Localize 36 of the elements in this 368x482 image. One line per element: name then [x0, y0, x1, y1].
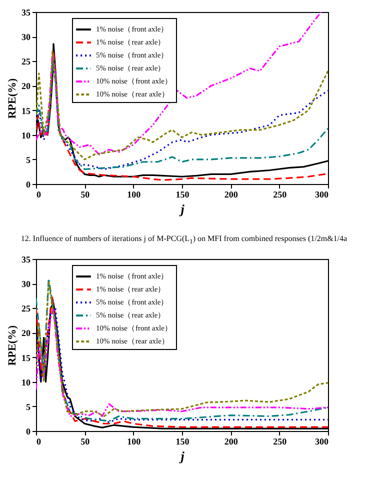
y-tick-label: 5	[26, 402, 31, 412]
y-tick-label: 0	[26, 180, 31, 190]
y-tick-label: 10	[22, 376, 31, 387]
y-tick-label: 30	[22, 32, 31, 42]
x-tick-label: 200	[224, 190, 238, 200]
x-axis-title: j	[178, 202, 185, 216]
y-tick-label: 35	[22, 8, 31, 18]
y-tick-label: 35	[22, 254, 31, 264]
y-tick-label: 25	[22, 303, 31, 314]
y-tick-label: 15	[22, 352, 31, 362]
y-tick-label: 0	[26, 426, 31, 436]
y-tick-label: 25	[22, 56, 31, 67]
x-tick-label: 50	[80, 190, 90, 200]
y-tick-label: 20	[22, 328, 31, 338]
y-tick-label: 5	[26, 154, 31, 165]
x-tick-label: 250	[273, 190, 288, 200]
y-tick-label: 30	[22, 278, 31, 289]
y-tick-label: 15	[22, 106, 31, 116]
y-tick-label: 10	[22, 130, 31, 140]
x-tick-label: 50	[80, 436, 90, 446]
x-tick-label: 100	[127, 436, 142, 446]
x-tick-label: 150	[176, 436, 190, 446]
x-tick-label: 250	[273, 436, 288, 446]
x-tick-label: 150	[176, 190, 190, 200]
line-series	[36, 12, 322, 156]
y-axis-title: RPE(%)	[6, 324, 18, 366]
x-tick-label: 300	[315, 190, 329, 200]
x-tick-label: 0	[36, 436, 42, 446]
y-tick-label: 20	[22, 81, 31, 92]
y-axis-title: RPE(%)	[6, 78, 18, 119]
x-tick-label: 200	[224, 436, 238, 446]
x-axis-title: j	[178, 448, 185, 464]
x-tick-label: 300	[315, 436, 329, 446]
x-tick-label: 0	[36, 190, 42, 200]
text: 12. Influence of numbers of iterations j of M-PCG(L$_{1}$) on MFI from combined responses (1/2m&1/4a	[20, 234, 348, 247]
x-tick-label: 100	[127, 190, 142, 200]
